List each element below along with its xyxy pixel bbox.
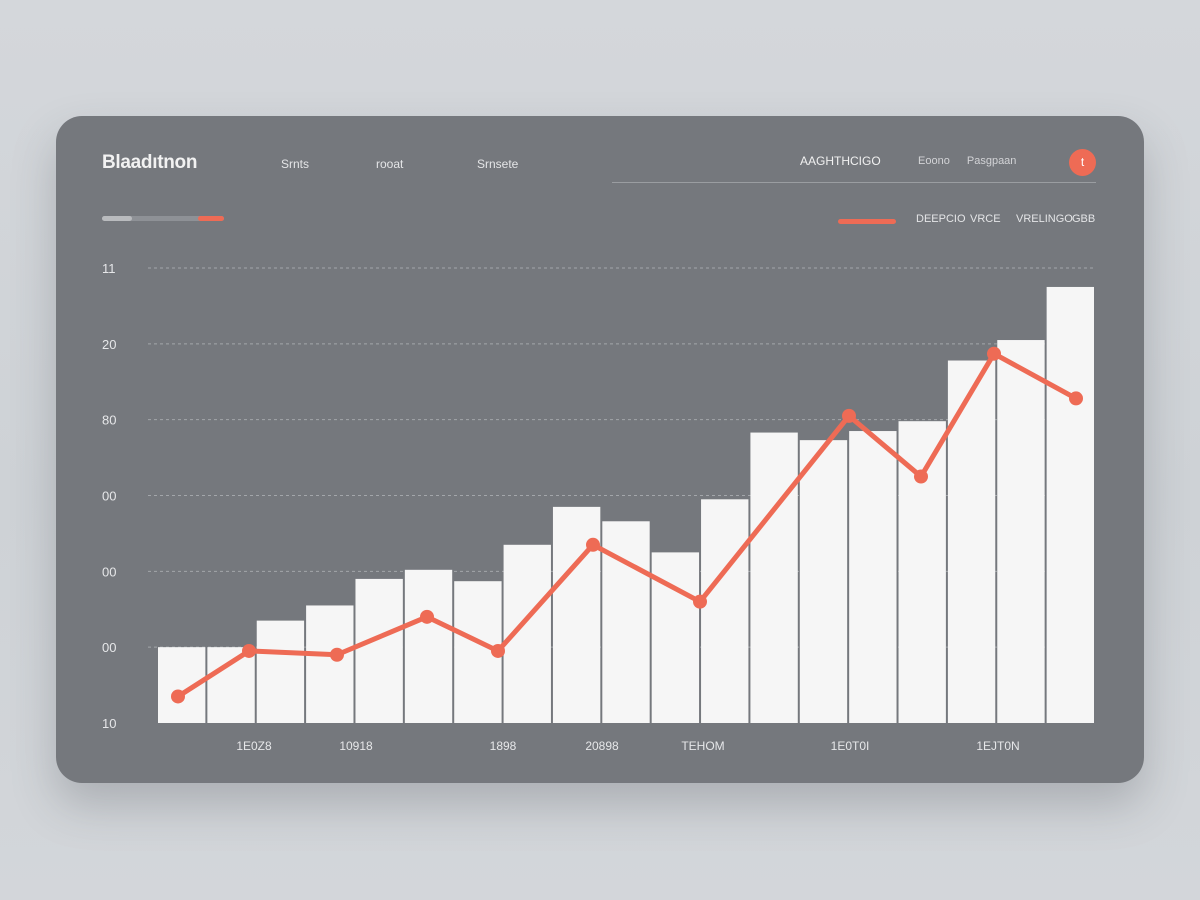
search-item-2: Pasgpaan — [966, 155, 1017, 167]
line-point — [491, 643, 505, 658]
line-point — [242, 643, 256, 658]
bar — [404, 569, 453, 723]
bar — [207, 647, 255, 723]
line-point — [1069, 391, 1083, 406]
brand-logo: Blaadıtnon — [102, 152, 198, 173]
y-tick-label: 10 — [102, 716, 116, 731]
nav-item-3[interactable]: Srnsete — [477, 157, 519, 171]
legend-swatch-line — [838, 219, 896, 224]
line-point — [987, 346, 1001, 361]
line-point — [330, 647, 344, 662]
x-tick-label: 1EJT0N — [976, 739, 1019, 753]
x-tick-label: TEHOM — [681, 739, 724, 753]
bar — [799, 440, 848, 723]
nav-item-1[interactable]: Srnts — [281, 157, 310, 171]
x-tick-label: 1E0Z8 — [236, 739, 272, 753]
header-right-label: AAGHTHCIGO — [800, 154, 881, 168]
bar — [355, 578, 403, 723]
bar — [256, 620, 305, 723]
line-point — [914, 469, 928, 484]
range-slider[interactable] — [102, 216, 224, 221]
user-button[interactable]: t — [1069, 149, 1096, 176]
bar-series — [158, 286, 1094, 723]
line-point — [586, 537, 600, 552]
line-point — [693, 594, 707, 609]
x-tick-label: 1E0T0I — [831, 739, 870, 753]
line-point — [842, 408, 856, 423]
header-divider — [612, 182, 1096, 183]
x-axis-labels: 1E0Z8 10918 1898 20898 TEHOM 1E0T0I 1EJT0N — [236, 739, 1019, 753]
x-tick-label: 1898 — [490, 739, 517, 753]
y-axis-labels: 10 00 00 00 80 20 11 — [102, 261, 116, 731]
x-tick-label: 10918 — [339, 739, 373, 753]
y-tick-label: 00 — [102, 564, 116, 579]
line-point — [420, 609, 434, 624]
range-slider-end — [198, 216, 224, 221]
legend-item-4[interactable]: GBB — [1072, 213, 1096, 225]
range-slider-start — [102, 216, 132, 221]
legend-item-1[interactable]: DEEPCIO — [916, 213, 966, 225]
bar — [1046, 286, 1094, 723]
nav-item-2[interactable]: rooat — [376, 157, 404, 171]
y-tick-label: 00 — [102, 489, 116, 504]
x-tick-label: 20898 — [585, 739, 619, 753]
y-tick-label: 11 — [102, 261, 116, 276]
dashboard-card: Blaadıtnon Srnts rooat Srnsete AAGHTHCIG… — [56, 116, 1144, 783]
bar — [701, 499, 749, 723]
bar — [306, 605, 354, 723]
line-point — [171, 689, 185, 704]
search-item-1: Eoono — [918, 155, 950, 167]
bar — [750, 432, 798, 723]
bar — [997, 340, 1045, 723]
legend-item-2[interactable]: VRCE — [970, 213, 1001, 225]
y-tick-label: 00 — [102, 640, 116, 655]
bar — [849, 431, 897, 723]
search-field[interactable]: Eoono Pasgpaan — [918, 155, 1030, 167]
y-tick-label: 20 — [102, 337, 116, 352]
line-series — [171, 346, 1083, 704]
y-tick-label: 80 — [102, 413, 116, 428]
legend-item-3[interactable]: VRELINGO — [1016, 213, 1073, 225]
